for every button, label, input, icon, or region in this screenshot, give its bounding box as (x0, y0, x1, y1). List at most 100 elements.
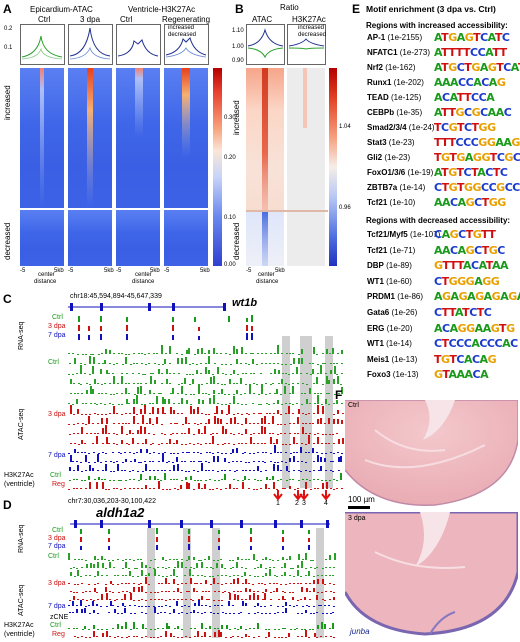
signal-track (68, 405, 346, 414)
motif-pvalue: (1e-162) (383, 63, 416, 72)
motif-name: PRDM1 (367, 292, 396, 302)
a-x-left-4: -5 (164, 268, 170, 274)
motif-pvalue: (1e-2155) (385, 33, 423, 42)
signal-track (68, 622, 336, 629)
panel-c-label: C (3, 292, 12, 306)
heatmap-a-3dpa-dec (68, 210, 112, 266)
f-scale-bar (348, 506, 370, 509)
signal-track (68, 630, 336, 637)
c-rna-ctrl: Ctrl (52, 314, 63, 321)
highlight-region (147, 528, 155, 638)
motif-logo: ACAGGAAGTG (434, 321, 515, 335)
signal-track (68, 445, 346, 453)
motif-name: FoxO1/3/6 (367, 168, 406, 177)
cbar-a-030: 0.30 (224, 115, 236, 121)
signal-track (68, 472, 346, 480)
motif-pvalue: (1e-89) (383, 261, 412, 271)
heatmap-a-ctrl-dec (20, 210, 64, 266)
b-legend-inc: increased (298, 25, 325, 31)
signal-track (68, 593, 336, 600)
motif-pvalue: (1e-60) (383, 276, 412, 286)
motif-row: CEBPb (1e-35) (367, 108, 422, 117)
signal-track (68, 536, 336, 542)
motif-name: Smad2/3/4 (367, 123, 407, 132)
motif-name: WT1 (367, 339, 384, 349)
d-coordinate: chr7:30,036,203-30,100,422 (68, 498, 156, 505)
b-y-top: 1.10 (232, 28, 244, 34)
c-h3k-sub: (ventricle) (4, 481, 35, 488)
motif-pvalue: (1e-19) (405, 168, 434, 177)
motif-name: ZBTB7a (367, 183, 398, 192)
c-atac-ctrl: Ctrl (48, 359, 59, 366)
c-peak-2: 2 (295, 500, 299, 507)
a-x-right-3: 5kb (150, 268, 160, 274)
b-legend-dec: decreased (298, 32, 327, 38)
highlight-region (325, 336, 333, 488)
c-peak-arrows (273, 490, 331, 501)
signal-track (68, 481, 346, 489)
motif-name: Runx1 (367, 78, 392, 87)
d-rna-ctrl: Ctrl (52, 527, 63, 534)
motif-name: Foxo3 (367, 370, 391, 380)
motif-name: Nrf2 (367, 63, 384, 72)
panel-e-label: E (352, 2, 361, 16)
motif-logo: AAACCACAG (434, 76, 506, 89)
b-x-title: distance (256, 279, 279, 285)
motif-row: Tcf21/Myf5 (1e-107) (367, 230, 440, 239)
motif-pvalue: (1e-35) (394, 108, 423, 117)
signal-track (68, 355, 346, 364)
d-rna-7dpa: 7 dpa (48, 543, 66, 550)
c-rna-label: RNA-seq (18, 321, 25, 350)
d-ruler (70, 520, 330, 528)
motif-logo: ATGAGTCATC (434, 31, 510, 44)
signal-track (68, 315, 346, 322)
f-3dpa-label: 3 dpa (348, 515, 366, 522)
signal-track (68, 435, 346, 444)
a-x-title-3: distance (132, 279, 155, 285)
colorbar-a (213, 68, 222, 266)
motif-row: FoxO1/3/6 (1e-19) (367, 168, 433, 177)
panel-b-label: B (235, 2, 244, 16)
motif-row: Smad2/3/4 (1e-24) (367, 123, 435, 132)
colorbar-b (329, 68, 337, 266)
col-atac-label: ATAC (252, 15, 273, 24)
motif-name: AP-1 (367, 33, 386, 42)
motif-row: DBP (1e-89) (367, 261, 412, 270)
signal-track (68, 585, 336, 592)
cbar-a-020: 0.20 (224, 155, 236, 161)
motif-logo: CTTATCTC (434, 306, 492, 319)
row-increased-label: increased (3, 85, 12, 120)
heatmap-a-center-signal (40, 68, 190, 208)
motif-pvalue: (1e-107) (407, 230, 441, 239)
motif-logo: AACAGCTGC (434, 243, 505, 257)
d-atac-3dpa: 3 dpa (48, 580, 66, 587)
motif-pvalue: (1e-273) (397, 48, 430, 57)
motif-logo: ACATTCCA (434, 91, 495, 104)
motif-name: Meis1 (367, 354, 390, 364)
b-x-left: -5 (246, 268, 252, 274)
a-x-right-4: 5kb (200, 268, 210, 274)
highlight-region (300, 336, 312, 488)
epicardium-atac-title: Epicardium-ATAC (30, 5, 93, 14)
motif-name: Tcf21 (367, 245, 388, 255)
c-atac-3dpa: 3 dpa (48, 411, 66, 418)
motif-row: Runx1 (1e-202) (367, 78, 424, 87)
motif-logo: CTGTGGCCGCC (434, 181, 520, 194)
f-scale-label: 100 µm (348, 495, 375, 504)
signal-track (68, 333, 346, 340)
motif-name: CEBPb (367, 108, 395, 117)
motif-pvalue: (1e-13) (390, 370, 419, 380)
c-ruler (68, 303, 226, 311)
b-x-center: center (258, 272, 275, 278)
signal-track (68, 454, 346, 462)
motif-name: Gata6 (367, 308, 390, 317)
motif-row: AP-1 (1e-2155) (367, 33, 422, 42)
motif-pvalue: (1e-14) (383, 339, 412, 349)
motif-name: Tcf21/Myf5 (367, 230, 408, 239)
ratio-title: Ratio (280, 3, 299, 12)
motif-row: Meis1 (1e-13) (367, 355, 417, 364)
motif-row: WT1 (1e-60) (367, 277, 412, 286)
motif-logo: ATGTCTACTC (434, 166, 508, 179)
motif-logo: AGAGAGAGAGA (434, 290, 520, 304)
motif-row: ERG (1e-20) (367, 324, 412, 333)
